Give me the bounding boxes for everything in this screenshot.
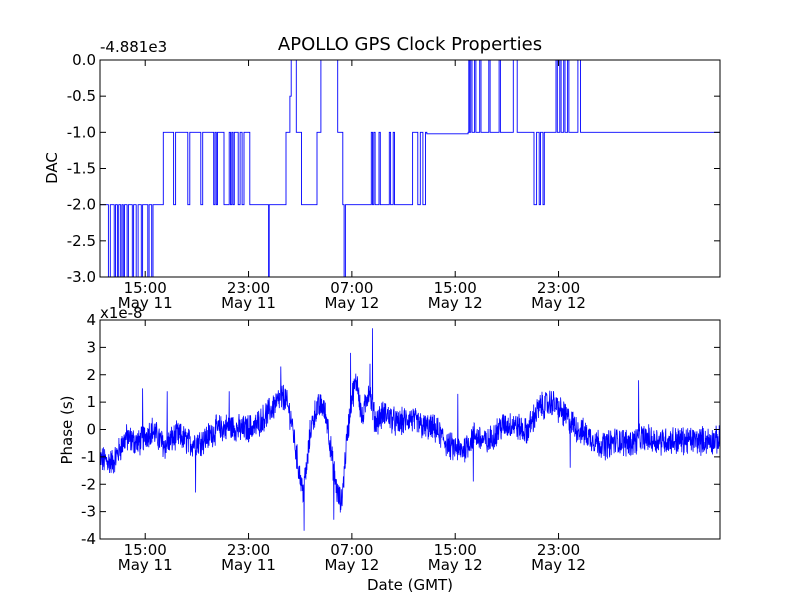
dac-y-axis-label: DAC bbox=[43, 152, 61, 184]
phase-plot-area bbox=[99, 328, 721, 531]
phase-offset-label: x1e-8 bbox=[100, 304, 143, 322]
dac-offset-label: -4.881e3 bbox=[100, 38, 167, 56]
x-tick-label-date: May 11 bbox=[118, 294, 173, 312]
x-tick-label-date: May 12 bbox=[324, 294, 379, 312]
x-tick-label-time: 15:00 bbox=[434, 279, 477, 297]
x-tick-label-time: 23:00 bbox=[537, 541, 580, 559]
y-tick-label: 4 bbox=[86, 311, 96, 329]
y-tick-label: -2.0 bbox=[67, 196, 96, 214]
x-tick-label-time: 15:00 bbox=[124, 279, 167, 297]
dac-panel: -4.881e3 DAC bbox=[43, 38, 721, 278]
x-tick-label-time: 07:00 bbox=[330, 279, 373, 297]
x-tick-label-date: May 12 bbox=[428, 556, 483, 574]
y-tick-label: 2 bbox=[86, 366, 96, 384]
y-tick-label: 0.0 bbox=[72, 51, 96, 69]
y-tick-label: -0.5 bbox=[67, 87, 96, 105]
y-tick-label: 1 bbox=[86, 393, 96, 411]
x-tick-label-time: 23:00 bbox=[537, 279, 580, 297]
phase-axes-frame bbox=[99, 319, 721, 540]
x-tick-label-date: May 12 bbox=[428, 294, 483, 312]
y-tick-label: -3 bbox=[81, 503, 96, 521]
y-tick-label: -2.5 bbox=[67, 232, 96, 250]
y-tick-label: -1 bbox=[81, 448, 96, 466]
x-tick-label-time: 07:00 bbox=[330, 541, 373, 559]
dac-axes-frame bbox=[99, 59, 721, 278]
phase-x-axis-label: Date (GMT) bbox=[367, 576, 453, 594]
y-tick-label: -3.0 bbox=[67, 268, 96, 286]
x-tick-label-time: 15:00 bbox=[124, 541, 167, 559]
dac-series-line bbox=[100, 59, 720, 278]
y-tick-label: 3 bbox=[86, 338, 96, 356]
x-tick-label-date: May 12 bbox=[324, 556, 379, 574]
x-tick-label-date: May 12 bbox=[531, 556, 586, 574]
x-tick-label-time: 15:00 bbox=[434, 541, 477, 559]
x-tick-label-date: May 11 bbox=[221, 294, 276, 312]
y-tick-label: -4 bbox=[81, 530, 96, 548]
chart-title: APOLLO GPS Clock Properties bbox=[278, 34, 542, 55]
y-tick-label: -1.0 bbox=[67, 123, 96, 141]
x-tick-label-date: May 11 bbox=[118, 556, 173, 574]
x-tick-label-date: May 11 bbox=[221, 556, 276, 574]
phase-series-line bbox=[99, 328, 721, 531]
phase-y-axis-label: Phase (s) bbox=[58, 395, 76, 464]
x-tick-label-time: 23:00 bbox=[227, 279, 270, 297]
x-tick-label-time: 23:00 bbox=[227, 541, 270, 559]
dac-plot-area bbox=[100, 59, 720, 278]
y-tick-label: 0 bbox=[86, 421, 96, 439]
y-tick-label: -2 bbox=[81, 475, 96, 493]
y-tick-label: -1.5 bbox=[67, 160, 96, 178]
x-tick-label-date: May 12 bbox=[531, 294, 586, 312]
